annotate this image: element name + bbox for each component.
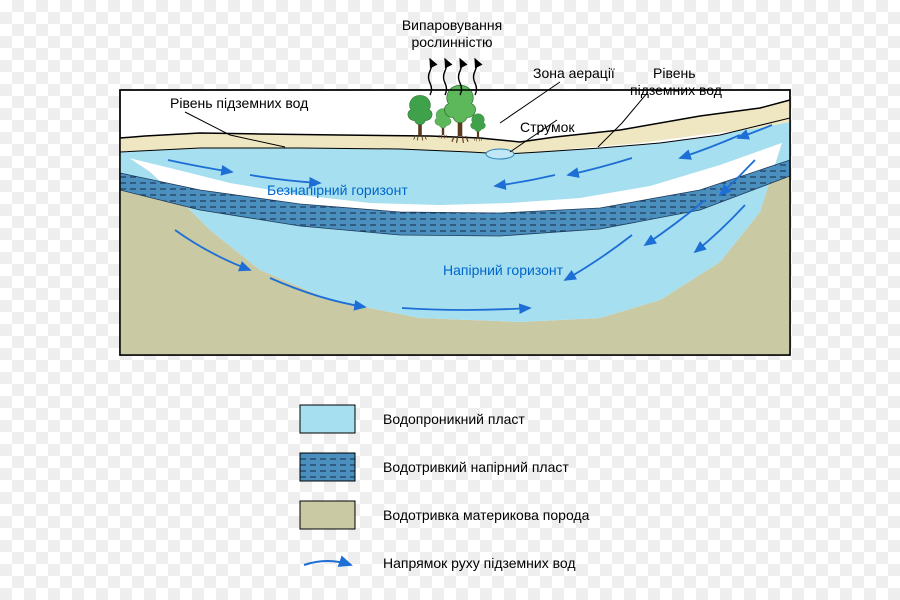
legend-swatch bbox=[300, 405, 355, 433]
stream-icon bbox=[486, 149, 514, 159]
groundwater-diagram: Випаровуваннярослинністю Рівень підземних… bbox=[0, 0, 900, 600]
label-stream: Струмок bbox=[520, 119, 575, 135]
legend-label: Водопроникний пласт bbox=[383, 411, 525, 427]
legend-label: Напрямок руху підземних вод bbox=[383, 555, 576, 571]
legend-row: Водотривкий напірний пласт bbox=[300, 453, 569, 481]
legend-arrow-icon bbox=[304, 561, 351, 565]
label-evaporation-2: рослинністю bbox=[411, 34, 492, 50]
legend-label: Водотривка материкова порода bbox=[383, 507, 590, 523]
legend-swatch bbox=[300, 501, 355, 529]
legend-row: Водопроникний пласт bbox=[300, 405, 525, 433]
label-aeration-zone: Зона аерації bbox=[533, 65, 615, 81]
label-water-table-right-1: Рівень bbox=[653, 65, 696, 81]
legend-label: Водотривкий напірний пласт bbox=[383, 459, 569, 475]
legend-swatch bbox=[300, 453, 355, 481]
label-evaporation-1: Випаровування bbox=[402, 17, 502, 33]
label-unconfined-aquifer: Безнапірний горизонт bbox=[267, 182, 408, 198]
legend-row: Водотривка материкова порода bbox=[300, 501, 590, 529]
label-confined-aquifer: Напірний горизонт bbox=[443, 262, 564, 278]
legend: Водопроникний пласт Водотривкий напірний … bbox=[300, 405, 590, 571]
legend-row: Напрямок руху підземних вод bbox=[304, 555, 576, 571]
label-water-table-left: Рівень підземних вод bbox=[170, 95, 308, 111]
